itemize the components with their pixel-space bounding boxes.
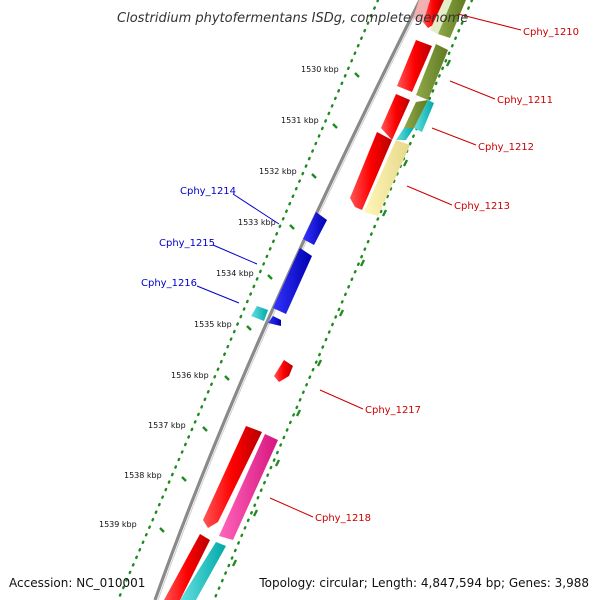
ruler-label-1535: 1535 kbp: [194, 320, 232, 329]
gene-cphy-1216-arrow[interactable]: [268, 316, 281, 326]
ruler-ticks: [159, 72, 360, 533]
ruler-label-1530: 1530 kbp: [301, 65, 339, 74]
topology-summary: Topology: circular; Length: 4,847,594 bp…: [258, 576, 589, 590]
leader-cphy-1216: [196, 285, 240, 304]
gene-cphy-1214-arrow[interactable]: [303, 212, 327, 245]
gene-bottom-cyan[interactable]: [180, 542, 226, 600]
gene-cphy-1212-red[interactable]: [381, 94, 410, 140]
ruler-label-1531: 1531 kbp: [281, 116, 319, 125]
ruler-label-1533: 1533 kbp: [238, 218, 276, 227]
gene-bottom-red[interactable]: [164, 534, 210, 600]
label-cphy-1212[interactable]: Cphy_1212: [478, 142, 534, 153]
gene-cphy-1216-cyan-block[interactable]: [251, 306, 268, 321]
label-cphy-1216[interactable]: Cphy_1216: [141, 278, 197, 289]
ruler-label-1538: 1538 kbp: [124, 471, 162, 480]
label-cphy-1213[interactable]: Cphy_1213: [454, 201, 510, 212]
label-cphy-1217[interactable]: Cphy_1217: [365, 405, 421, 416]
gene-cphy-1213-yellow[interactable]: [364, 140, 410, 216]
gene-cphy-1211-red[interactable]: [397, 40, 432, 92]
leader-cphy-1218: [269, 497, 314, 518]
leader-cphy-1215: [212, 244, 258, 265]
ruler-tick-1531: [332, 123, 338, 129]
gene-cphy-1211-cyan[interactable]: [414, 100, 434, 132]
label-cphy-1211[interactable]: Cphy_1211: [497, 95, 553, 106]
gene-cphy-1210-yellow[interactable]: [430, 0, 452, 34]
label-cphy-1210[interactable]: Cphy_1210: [523, 27, 579, 38]
gene-cphy-1213-red[interactable]: [350, 132, 392, 210]
ruler-tick-1533: [289, 224, 295, 230]
leader-cphy-1212: [431, 127, 477, 146]
gene-cphy-1212-olive[interactable]: [404, 100, 428, 128]
leader-cphy-1211: [449, 80, 496, 100]
ruler-label-1537: 1537 kbp: [148, 421, 186, 430]
ruler-tick-1539: [159, 527, 165, 533]
ruler-tick-1534: [267, 274, 273, 280]
ruler-tick-1530: [354, 72, 360, 78]
ruler-label-1532: 1532 kbp: [259, 167, 297, 176]
label-cphy-1218[interactable]: Cphy_1218: [315, 513, 371, 524]
gene-cphy-1217-arrow[interactable]: [274, 360, 293, 382]
leader-cphy-1210: [457, 13, 522, 31]
ruler-label-1536: 1536 kbp: [171, 371, 209, 380]
gene-cphy-1215-arrow[interactable]: [273, 248, 312, 314]
gene-cphy-1210-red[interactable]: [423, 0, 444, 28]
label-cphy-1215[interactable]: Cphy_1215: [159, 238, 215, 249]
leader-cphy-1213: [406, 185, 453, 206]
gene-cphy-1211-olive[interactable]: [416, 44, 448, 100]
gene-cphy-1218-pink[interactable]: [219, 434, 278, 540]
leader-cphy-1214: [232, 193, 280, 225]
ruler-dotted-track: [116, 0, 380, 600]
gene-cphy-1210-olive[interactable]: [438, 0, 466, 38]
ruler-tick-1538: [181, 476, 187, 482]
feature-dotted-track: [212, 0, 474, 600]
leader-cphy-1217: [319, 389, 364, 410]
ruler-tick-1535: [246, 325, 252, 331]
ruler-tick-1532: [311, 173, 317, 179]
gene-cphy-1212-cyan[interactable]: [396, 128, 414, 140]
accession-text: Accession: NC_010001: [9, 576, 145, 590]
ruler-label-1539: 1539 kbp: [99, 520, 137, 529]
ruler-tick-1537: [202, 426, 208, 432]
map-title: Clostridium phytofermentans ISDg, comple…: [117, 11, 468, 26]
gene-cphy-1210-pink-tint[interactable]: [413, 0, 430, 22]
ruler-tick-1536: [224, 375, 230, 381]
gene-cphy-1218-red[interactable]: [203, 426, 262, 528]
label-cphy-1214[interactable]: Cphy_1214: [180, 186, 236, 197]
ruler-label-1534: 1534 kbp: [216, 269, 254, 278]
